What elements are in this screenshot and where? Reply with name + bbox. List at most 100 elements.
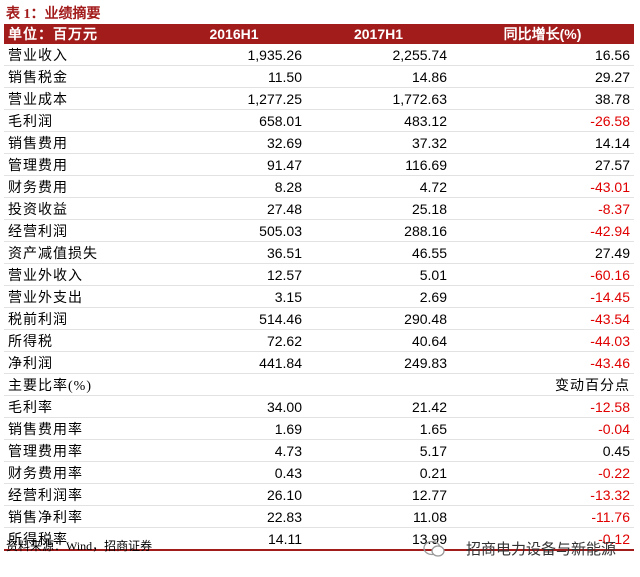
header-cell: 2017H1: [306, 24, 451, 44]
table-row: 销售净利率 22.83 11.08 -11.76: [4, 505, 634, 528]
table-body: 单位：百万元 2016H1 2017H1 同比增长(%) 营业收入 1,935.26 2,2…: [4, 24, 634, 551]
value-cell: 441.84: [162, 351, 306, 374]
row-label: 资产减值损失: [4, 241, 162, 264]
value-cell: 0.21: [306, 461, 451, 484]
value-cell: 36.51: [162, 241, 306, 264]
value-cell: 5.01: [306, 263, 451, 286]
table-row: 财务费用率 0.43 0.21 -0.22: [4, 461, 634, 484]
table-row: 资产减值损失 36.51 46.55 27.49: [4, 241, 634, 264]
header-row: 单位：百万元 2016H1 2017H1 同比增长(%): [4, 24, 634, 44]
row-label: 投资收益: [4, 197, 162, 220]
table-row: 营业成本 1,277.25 1,772.63 38.78: [4, 87, 634, 110]
value-cell: 1.65: [306, 417, 451, 440]
value-cell: 13.99: [306, 527, 451, 551]
value-cell: 3.15: [162, 285, 306, 308]
row-label: 销售税金: [4, 65, 162, 88]
value-cell: 91.47: [162, 153, 306, 176]
section-label: 主要比率(%): [4, 373, 162, 396]
row-label: 营业外收入: [4, 263, 162, 286]
value-cell: 1,935.26: [162, 44, 306, 66]
table-row: 毛利润 658.01 483.12 -26.58: [4, 109, 634, 132]
row-label: 所得税率: [4, 527, 162, 551]
source-note: 资料来源：Wind，招商证券: [6, 539, 153, 553]
value-cell: 22.83: [162, 505, 306, 528]
row-label: 销售费用率: [4, 417, 162, 440]
value-cell: 21.42: [306, 395, 451, 418]
table-title: 表 1：业绩摘要: [6, 7, 101, 22]
row-label: 税前利润: [4, 307, 162, 330]
table-row: 税前利润 514.46 290.48 -43.54: [4, 307, 634, 330]
row-label: 营业成本: [4, 87, 162, 110]
summary-table: 单位：百万元 2016H1 2017H1 同比增长(%) 营业收入 1,935.26 2,2…: [4, 24, 634, 551]
value-cell: -11.76: [451, 505, 634, 528]
row-label: 经营利润率: [4, 483, 162, 506]
table-row: 营业外支出 3.15 2.69 -14.45: [4, 285, 634, 308]
table-row: 营业收入 1,935.26 2,255.74 16.56: [4, 44, 634, 66]
value-cell: 514.46: [162, 307, 306, 330]
value-cell: -14.45: [451, 285, 634, 308]
table-row: 经营利润率 26.10 12.77 -13.32: [4, 483, 634, 506]
value-cell: 32.69: [162, 131, 306, 154]
value-cell: -13.32: [451, 483, 634, 506]
wechat-icon: [423, 540, 445, 557]
row-label: 经营利润: [4, 219, 162, 242]
value-cell: -43.46: [451, 351, 634, 374]
header-cell: 2016H1: [162, 24, 306, 44]
value-cell: -43.54: [451, 307, 634, 330]
value-cell: 11.08: [306, 505, 451, 528]
table-row: 所得税率 14.11 13.99 -0.12: [4, 527, 634, 551]
table-row: 销售税金 11.50 14.86 29.27: [4, 65, 634, 88]
value-cell: 25.18: [306, 197, 451, 220]
value-cell: -0.04: [451, 417, 634, 440]
value-cell: 290.48: [306, 307, 451, 330]
value-cell: 37.32: [306, 131, 451, 154]
value-cell: -43.01: [451, 175, 634, 198]
row-label: 管理费用: [4, 153, 162, 176]
value-cell: 4.72: [306, 175, 451, 198]
value-cell: 4.73: [162, 439, 306, 462]
table-row: 管理费用 91.47 116.69 27.57: [4, 153, 634, 176]
table-row: 销售费用 32.69 37.32 14.14: [4, 131, 634, 154]
value-cell: -0.12: [451, 527, 634, 551]
row-label: 财务费用: [4, 175, 162, 198]
table-row: 净利润 441.84 249.83 -43.46: [4, 351, 634, 374]
value-cell: -8.37: [451, 197, 634, 220]
value-cell: 0.45: [451, 439, 634, 462]
value-cell: -0.22: [451, 461, 634, 484]
empty-cell: [306, 373, 451, 396]
empty-cell: [162, 373, 306, 396]
table-row: 投资收益 27.48 25.18 -8.37: [4, 197, 634, 220]
value-cell: 1.69: [162, 417, 306, 440]
table-row: 财务费用 8.28 4.72 -43.01: [4, 175, 634, 198]
value-cell: 27.49: [451, 241, 634, 264]
value-cell: 34.00: [162, 395, 306, 418]
value-cell: 483.12: [306, 109, 451, 132]
table-row: 毛利率 34.00 21.42 -12.58: [4, 395, 634, 418]
value-cell: 288.16: [306, 219, 451, 242]
row-label: 毛利率: [4, 395, 162, 418]
value-cell: 12.77: [306, 483, 451, 506]
row-label: 毛利润: [4, 109, 162, 132]
row-label: 销售费用: [4, 131, 162, 154]
value-cell: 0.43: [162, 461, 306, 484]
value-cell: 46.55: [306, 241, 451, 264]
value-cell: -12.58: [451, 395, 634, 418]
value-cell: 1,772.63: [306, 87, 451, 110]
section-unit: 变动百分点: [451, 373, 634, 396]
row-label: 所得税: [4, 329, 162, 352]
header-cell: 同比增长(%): [451, 24, 634, 44]
row-label: 销售净利率: [4, 505, 162, 528]
value-cell: -26.58: [451, 109, 634, 132]
value-cell: 14.14: [451, 131, 634, 154]
value-cell: 14.86: [306, 65, 451, 88]
row-label: 财务费用率: [4, 461, 162, 484]
row-label: 净利润: [4, 351, 162, 374]
value-cell: 658.01: [162, 109, 306, 132]
table-row: 管理费用率 4.73 5.17 0.45: [4, 439, 634, 462]
table-row: 销售费用率 1.69 1.65 -0.04: [4, 417, 634, 440]
header-cell: 单位：百万元: [4, 24, 162, 44]
row-label: 营业收入: [4, 44, 162, 66]
value-cell: 16.56: [451, 44, 634, 66]
table-row: 经营利润 505.03 288.16 -42.94: [4, 219, 634, 242]
